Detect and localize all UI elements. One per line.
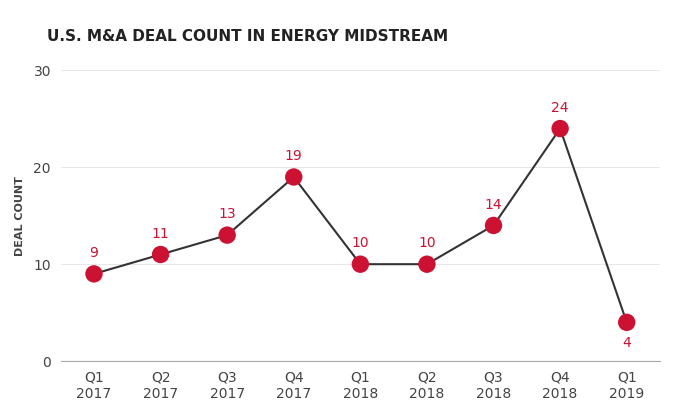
Text: 10: 10 xyxy=(352,236,369,250)
Text: 14: 14 xyxy=(485,198,502,212)
Point xyxy=(488,222,499,229)
Text: 9: 9 xyxy=(90,246,99,260)
Point xyxy=(355,261,366,267)
Point xyxy=(88,270,99,277)
Point xyxy=(421,261,432,267)
Y-axis label: DEAL COUNT: DEAL COUNT xyxy=(15,176,25,256)
Text: U.S. M&A DEAL COUNT IN ENERGY MIDSTREAM: U.S. M&A DEAL COUNT IN ENERGY MIDSTREAM xyxy=(47,29,448,44)
Point xyxy=(621,319,632,326)
Point xyxy=(555,125,566,132)
Point xyxy=(288,173,299,180)
Text: 4: 4 xyxy=(622,336,631,350)
Text: 19: 19 xyxy=(285,149,302,163)
Text: 24: 24 xyxy=(551,101,569,115)
Text: 11: 11 xyxy=(152,227,169,240)
Point xyxy=(155,251,166,258)
Point xyxy=(222,232,233,238)
Text: 13: 13 xyxy=(218,207,236,221)
Text: 10: 10 xyxy=(418,236,436,250)
